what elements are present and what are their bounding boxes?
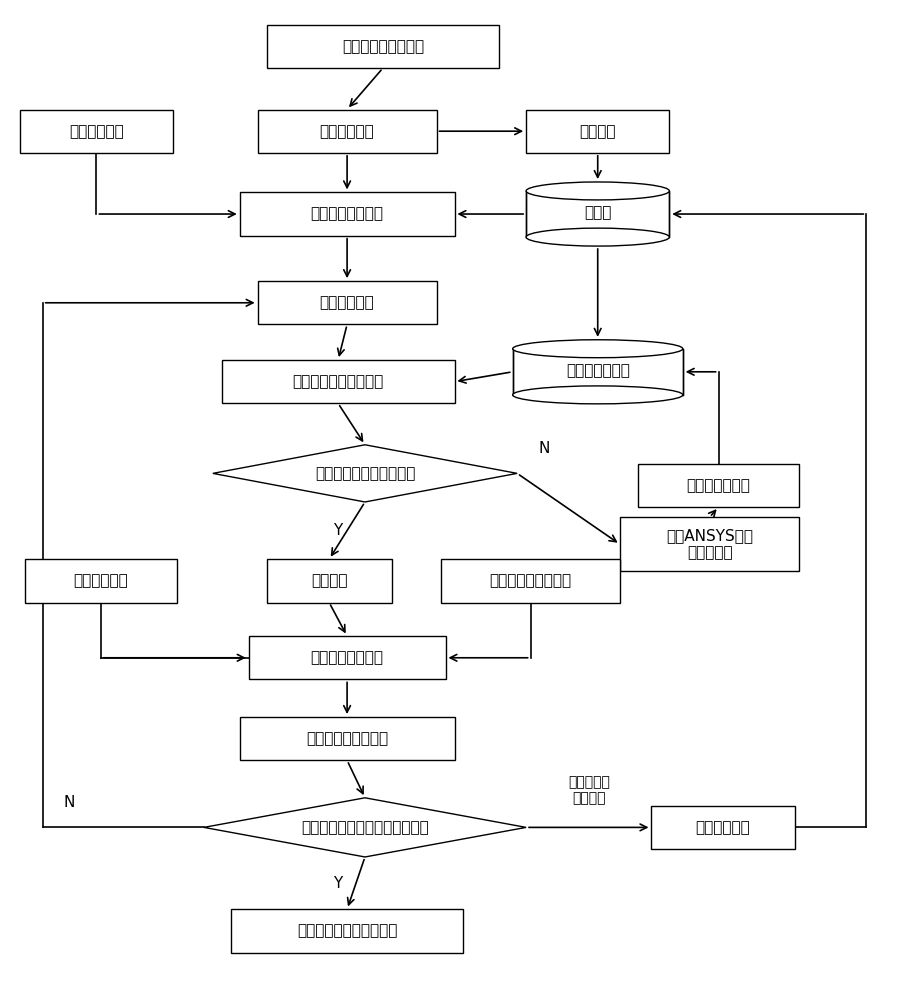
Text: 是否已预存模块刚度参数: 是否已预存模块刚度参数 xyxy=(315,466,415,481)
Ellipse shape xyxy=(513,340,683,358)
FancyBboxPatch shape xyxy=(652,806,794,849)
Text: 模块简化模型: 模块简化模型 xyxy=(74,573,128,588)
FancyBboxPatch shape xyxy=(441,559,620,603)
Text: 是否满足加工精度和稳定性要求: 是否满足加工精度和稳定性要求 xyxy=(301,820,429,835)
FancyBboxPatch shape xyxy=(20,109,173,153)
Text: 模块库: 模块库 xyxy=(584,206,612,221)
Text: 工艺映射算法: 工艺映射算法 xyxy=(69,124,124,139)
FancyBboxPatch shape xyxy=(231,909,464,953)
Text: 驱动ANSYS进行
有限元分析: 驱动ANSYS进行 有限元分析 xyxy=(666,528,754,561)
FancyBboxPatch shape xyxy=(526,191,669,237)
Ellipse shape xyxy=(526,228,669,246)
Text: 模块动静态刚度: 模块动静态刚度 xyxy=(686,478,751,493)
FancyBboxPatch shape xyxy=(638,464,799,507)
Text: 机床整体动静态刚度: 机床整体动静态刚度 xyxy=(306,731,388,746)
FancyBboxPatch shape xyxy=(257,281,436,324)
Polygon shape xyxy=(213,445,517,502)
Ellipse shape xyxy=(513,386,683,404)
Text: 工艺流程设计: 工艺流程设计 xyxy=(320,124,375,139)
Text: 配置方案序列: 配置方案序列 xyxy=(320,295,375,310)
Polygon shape xyxy=(204,798,526,857)
Text: Y: Y xyxy=(334,523,343,538)
Text: 模块刚性连接系统: 模块刚性连接系统 xyxy=(311,650,384,665)
FancyBboxPatch shape xyxy=(25,559,177,603)
Text: 加工零件工艺元聚类: 加工零件工艺元聚类 xyxy=(342,39,424,54)
FancyBboxPatch shape xyxy=(240,717,454,760)
FancyBboxPatch shape xyxy=(620,517,799,571)
Text: N: N xyxy=(64,795,75,810)
Text: Y: Y xyxy=(334,876,343,891)
Text: N: N xyxy=(538,441,550,456)
FancyBboxPatch shape xyxy=(513,349,683,395)
FancyBboxPatch shape xyxy=(257,109,436,153)
FancyBboxPatch shape xyxy=(240,192,454,236)
Text: 机床配置结果及参数输出: 机床配置结果及参数输出 xyxy=(297,923,397,938)
FancyBboxPatch shape xyxy=(249,636,445,679)
Ellipse shape xyxy=(526,182,669,200)
FancyBboxPatch shape xyxy=(266,559,392,603)
Text: 模块划分: 模块划分 xyxy=(579,124,616,139)
Text: 加工中心模块选择: 加工中心模块选择 xyxy=(311,207,384,222)
Text: 机床整机: 机床整机 xyxy=(311,573,347,588)
Text: 配置方案模块组成分析: 配置方案模块组成分析 xyxy=(293,374,384,389)
Text: 模块化刚度计算算法: 模块化刚度计算算法 xyxy=(490,573,572,588)
FancyBboxPatch shape xyxy=(222,360,454,403)
FancyBboxPatch shape xyxy=(266,25,499,68)
Text: 新建模块系列: 新建模块系列 xyxy=(695,820,751,835)
Text: 所有配置不
满足要求: 所有配置不 满足要求 xyxy=(568,775,610,805)
FancyBboxPatch shape xyxy=(526,109,669,153)
Text: 模块刚度数据库: 模块刚度数据库 xyxy=(565,363,630,378)
